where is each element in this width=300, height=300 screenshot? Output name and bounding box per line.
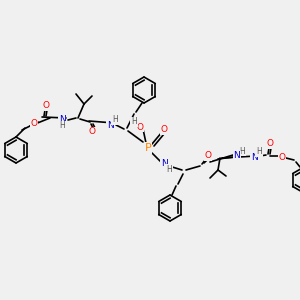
Text: O: O [266, 140, 274, 148]
Text: O: O [160, 125, 167, 134]
Text: P: P [145, 143, 152, 153]
Text: O: O [136, 122, 143, 131]
Text: H: H [112, 116, 118, 124]
Text: H: H [59, 122, 65, 130]
Text: O: O [205, 152, 212, 160]
Text: O: O [88, 128, 95, 136]
Text: H: H [239, 146, 245, 155]
Text: N: N [106, 121, 113, 130]
Text: N: N [234, 152, 240, 160]
Text: H: H [166, 164, 172, 173]
Text: H: H [131, 118, 137, 127]
Text: N: N [250, 152, 257, 161]
Text: O: O [278, 154, 286, 163]
Text: N: N [160, 160, 167, 169]
Text: N: N [58, 116, 65, 124]
Text: H: H [256, 148, 262, 157]
Text: O: O [43, 101, 50, 110]
Text: O: O [31, 119, 38, 128]
Text: N: N [234, 152, 240, 160]
